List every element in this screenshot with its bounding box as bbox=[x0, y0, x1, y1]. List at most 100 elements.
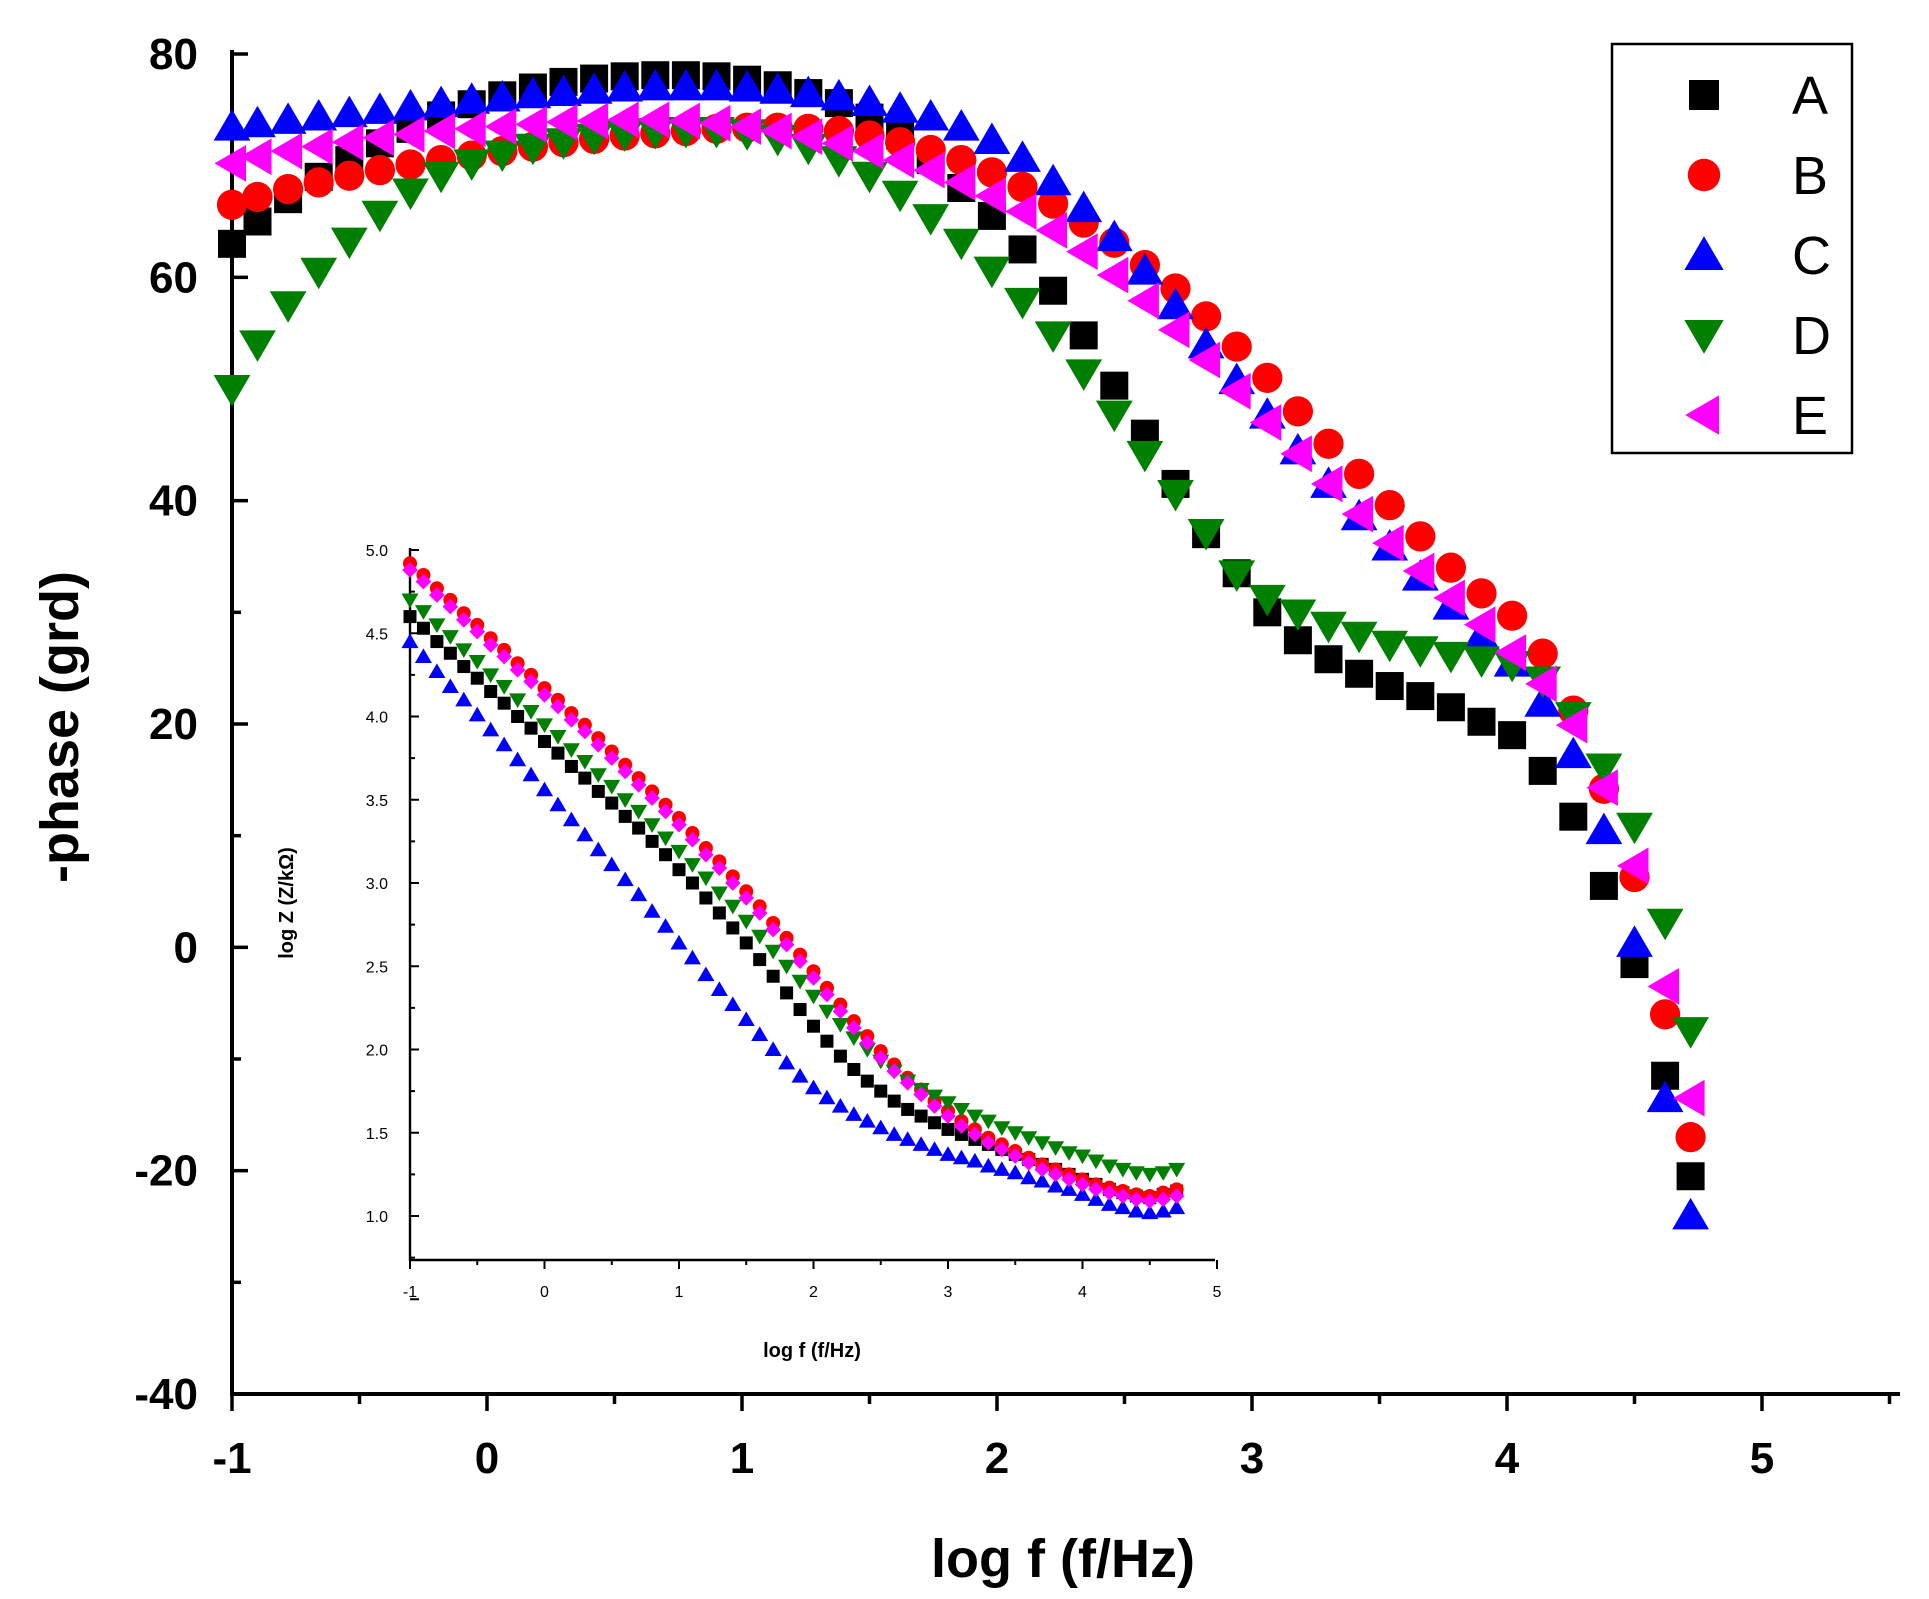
inset-point-A bbox=[672, 863, 686, 877]
inset-point-E bbox=[536, 687, 553, 703]
inset-series-B bbox=[402, 556, 1184, 1204]
main-point-E bbox=[576, 102, 609, 140]
inset-point-C bbox=[858, 1112, 876, 1128]
inset-point-E bbox=[429, 587, 445, 603]
inset-point-E bbox=[1141, 1193, 1158, 1209]
main-point-B bbox=[1343, 458, 1375, 489]
inset-point-C bbox=[522, 766, 540, 782]
inset-point-C bbox=[912, 1136, 930, 1151]
inset-point-A bbox=[578, 771, 592, 785]
legend-item-C: C bbox=[1684, 226, 1831, 286]
main-point-E bbox=[1372, 524, 1404, 562]
main-point-D bbox=[330, 227, 368, 260]
main-point-E bbox=[790, 118, 823, 156]
main-point-E bbox=[1555, 706, 1588, 744]
legend-label-E: E bbox=[1792, 386, 1828, 446]
inset-point-E bbox=[644, 790, 660, 806]
main-point-C bbox=[1095, 219, 1133, 252]
inset-point-E bbox=[402, 562, 418, 578]
inset-chart: 1.0 1.5 2.0 2.5 3.0 3.5 4.0 4.5 5.0 -1 0 1 2 3 4 5 log … bbox=[276, 543, 1222, 1362]
inset-point-C bbox=[952, 1149, 970, 1165]
inset-point-A bbox=[685, 876, 699, 890]
inset-point-A bbox=[928, 1116, 942, 1130]
main-x-tick-label: 3 bbox=[1240, 1434, 1264, 1483]
inset-point-C bbox=[441, 678, 459, 694]
inset-point-E bbox=[926, 1098, 943, 1114]
inset-point-C bbox=[1047, 1177, 1065, 1193]
main-point-E bbox=[943, 164, 976, 201]
main-point-E bbox=[331, 123, 364, 161]
inset-point-E bbox=[1128, 1191, 1145, 1208]
main-point-E bbox=[1586, 769, 1618, 807]
inset-point-A bbox=[699, 891, 713, 905]
main-point-D bbox=[942, 228, 980, 261]
main-point-E bbox=[1188, 341, 1221, 379]
inset-point-C bbox=[751, 1026, 769, 1042]
inset-point-C bbox=[845, 1106, 863, 1121]
main-point-D bbox=[1310, 611, 1347, 644]
inset-point-E bbox=[469, 623, 486, 640]
main-x-tick-label: 1 bbox=[730, 1434, 754, 1483]
inset-point-A bbox=[484, 685, 498, 699]
main-point-E bbox=[1494, 634, 1527, 671]
main-point-C bbox=[483, 80, 521, 112]
main-point-C bbox=[545, 74, 582, 106]
main-y-tick-label: -40 bbox=[134, 1370, 198, 1419]
inset-point-E bbox=[872, 1050, 889, 1066]
main-point-E bbox=[270, 132, 303, 170]
main-point-D bbox=[1248, 584, 1286, 617]
inset-point-D bbox=[939, 1096, 957, 1111]
inset-point-C bbox=[1114, 1199, 1132, 1215]
inset-point-A bbox=[833, 1049, 847, 1063]
main-point-A bbox=[1528, 756, 1557, 785]
inset-point-A bbox=[538, 734, 551, 748]
inset-point-C bbox=[724, 996, 742, 1012]
inset-point-E bbox=[496, 648, 512, 665]
inset-point-E bbox=[1047, 1166, 1064, 1183]
main-point-D bbox=[1432, 641, 1470, 674]
main-point-C bbox=[575, 72, 613, 104]
main-point-E bbox=[821, 124, 853, 162]
main-point-D bbox=[1401, 636, 1439, 668]
inset-point-C bbox=[1100, 1196, 1118, 1211]
main-point-E bbox=[423, 112, 456, 150]
inset-point-E bbox=[1034, 1161, 1050, 1178]
inset-point-C bbox=[1006, 1164, 1024, 1180]
main-point-D bbox=[422, 161, 460, 194]
inset-point-A bbox=[470, 671, 484, 685]
inset-point-D bbox=[1020, 1131, 1038, 1146]
main-point-C bbox=[881, 91, 919, 123]
main-point-D bbox=[1672, 1017, 1709, 1049]
inset-point-D bbox=[778, 959, 796, 975]
inset-point-E bbox=[1155, 1191, 1171, 1208]
main-point-C bbox=[239, 105, 276, 138]
main-point-B bbox=[946, 144, 977, 176]
inset-point-E bbox=[1168, 1188, 1185, 1204]
inset-point-D bbox=[1114, 1162, 1132, 1178]
main-point-D bbox=[1187, 519, 1225, 551]
inset-point-D bbox=[549, 729, 567, 745]
inset-point-A bbox=[416, 621, 430, 635]
inset-point-C bbox=[657, 918, 675, 933]
main-point-A bbox=[1069, 321, 1098, 350]
inset-point-A bbox=[457, 660, 471, 674]
inset-point-C bbox=[1087, 1191, 1105, 1206]
inset-point-E bbox=[846, 1020, 862, 1036]
inset-point-D bbox=[764, 944, 782, 960]
main-point-B bbox=[1374, 490, 1405, 521]
main-point-A bbox=[1345, 659, 1374, 688]
inset-point-D bbox=[1047, 1141, 1065, 1156]
inset-point-A bbox=[524, 721, 538, 735]
main-point-E bbox=[1673, 1079, 1705, 1117]
inset-point-D bbox=[979, 1114, 997, 1130]
main-point-B bbox=[1252, 362, 1283, 393]
inset-point-E bbox=[725, 875, 741, 891]
inset-point-D bbox=[1168, 1162, 1186, 1178]
main-point-D bbox=[1585, 753, 1623, 786]
inset-point-D bbox=[455, 643, 473, 659]
main-point-E bbox=[1525, 665, 1557, 703]
inset-point-E bbox=[940, 1108, 956, 1124]
main-point-B bbox=[1496, 600, 1528, 631]
